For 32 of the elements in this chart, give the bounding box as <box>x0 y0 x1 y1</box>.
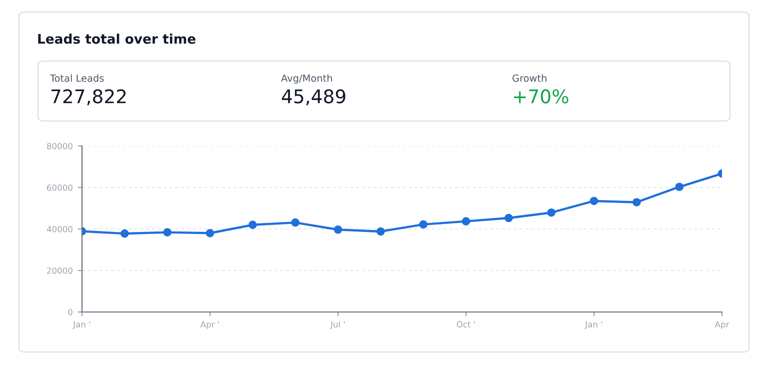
point <box>462 217 470 226</box>
point <box>248 220 257 230</box>
text: 45,489 <box>282 89 346 106</box>
y-tick-label: 40000 <box>46 226 72 232</box>
point <box>163 228 172 236</box>
point <box>291 218 300 227</box>
text: 727,822 <box>52 89 126 106</box>
point <box>206 228 214 238</box>
point <box>590 196 598 206</box>
x-tick-label: Oct ' <box>456 321 475 328</box>
text: Total Leads <box>50 74 104 82</box>
point <box>547 208 556 217</box>
point <box>120 229 129 238</box>
point <box>504 214 513 222</box>
y-tick-label: 80000 <box>47 142 72 150</box>
text: +70% <box>514 89 568 104</box>
chart-title: Leads total over time <box>38 34 196 44</box>
y-tick-label: 20000 <box>47 267 72 274</box>
point <box>675 182 684 192</box>
point <box>376 227 385 236</box>
text: Growth <box>512 74 546 82</box>
x-tick-label: Jan ' <box>584 321 602 330</box>
x-tick-label: Jan ' <box>72 321 90 330</box>
y-tick-label: 0 <box>68 308 72 316</box>
point <box>632 198 641 206</box>
x-tick-label: Apr ' <box>200 321 219 330</box>
point <box>419 220 428 229</box>
x-tick-label: Apr <box>714 321 730 330</box>
point <box>334 225 342 234</box>
text: Avg/Month <box>281 74 332 84</box>
x-tick-label: Jul ' <box>330 321 345 330</box>
y-tick-label: 60000 <box>47 184 72 191</box>
